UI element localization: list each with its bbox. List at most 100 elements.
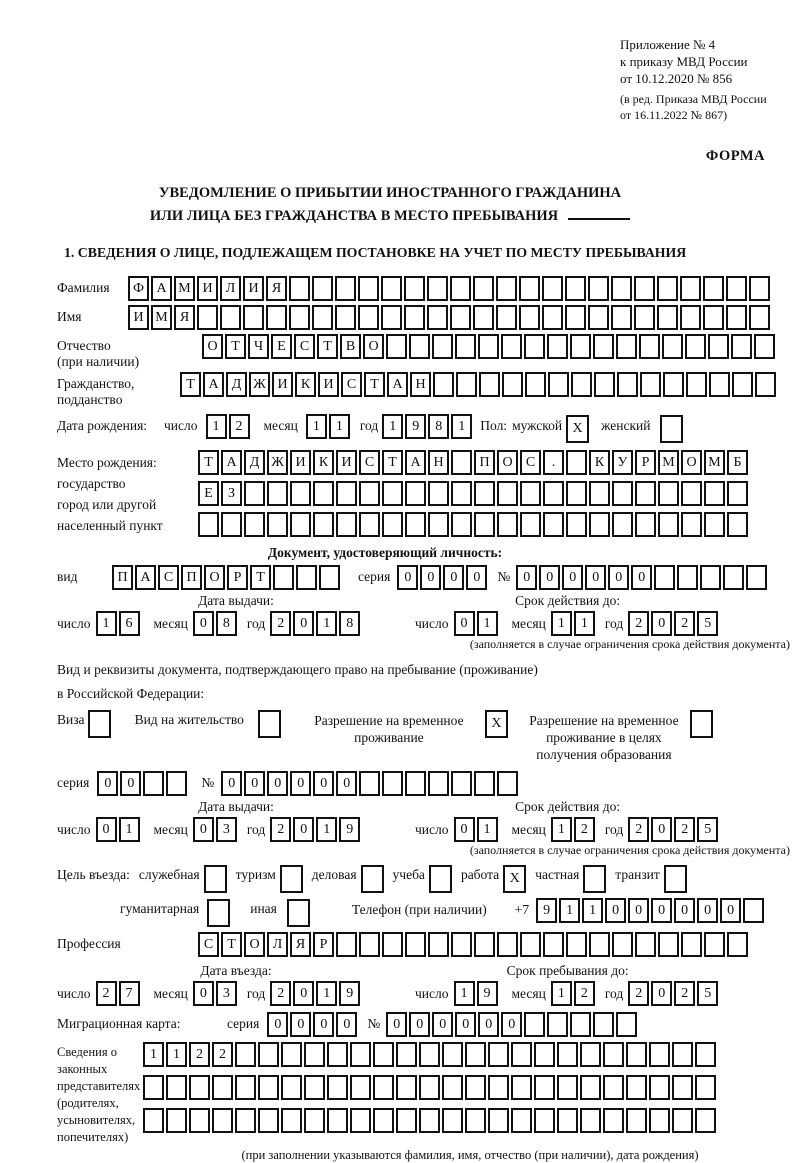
form-cell[interactable] bbox=[281, 1042, 302, 1067]
form-cell[interactable] bbox=[451, 932, 472, 957]
form-cell[interactable] bbox=[220, 305, 241, 330]
form-cell[interactable] bbox=[635, 932, 656, 957]
form-cell[interactable] bbox=[649, 1042, 670, 1067]
form-cell[interactable] bbox=[197, 305, 218, 330]
form-cell[interactable] bbox=[566, 481, 587, 506]
form-cell[interactable]: 0 bbox=[336, 771, 358, 796]
form-cell[interactable]: А bbox=[221, 450, 242, 475]
form-cell[interactable] bbox=[266, 305, 287, 330]
form-cell[interactable]: 0 bbox=[397, 565, 419, 590]
form-cell[interactable]: М bbox=[704, 450, 725, 475]
form-cell[interactable] bbox=[143, 771, 165, 796]
form-cell[interactable] bbox=[603, 1108, 624, 1133]
form-cell[interactable] bbox=[273, 565, 294, 590]
form-cell[interactable] bbox=[672, 1108, 693, 1133]
form-cell[interactable] bbox=[405, 512, 426, 537]
form-cell[interactable] bbox=[580, 1042, 601, 1067]
form-cell[interactable] bbox=[520, 481, 541, 506]
form-cell[interactable]: 0 bbox=[267, 771, 289, 796]
form-cell[interactable] bbox=[350, 1108, 371, 1133]
form-cell[interactable]: И bbox=[128, 305, 149, 330]
form-cell[interactable]: 0 bbox=[95, 817, 117, 842]
form-cell[interactable] bbox=[373, 1075, 394, 1100]
form-cell[interactable] bbox=[350, 1075, 371, 1100]
form-cell[interactable] bbox=[755, 372, 776, 397]
form-cell[interactable] bbox=[359, 512, 380, 537]
form-cell[interactable] bbox=[474, 481, 495, 506]
form-cell[interactable]: 0 bbox=[409, 1012, 431, 1037]
form-cell[interactable] bbox=[496, 305, 517, 330]
form-cell[interactable]: Т bbox=[225, 334, 246, 359]
form-cell[interactable] bbox=[746, 565, 768, 590]
form-cell[interactable] bbox=[594, 372, 615, 397]
form-cell[interactable] bbox=[662, 334, 683, 359]
form-cell[interactable]: 1 bbox=[305, 414, 327, 439]
form-cell[interactable]: С bbox=[359, 450, 380, 475]
form-cell[interactable] bbox=[396, 1108, 417, 1133]
form-cell[interactable]: 1 bbox=[316, 981, 338, 1006]
form-cell[interactable] bbox=[593, 1012, 615, 1037]
form-cell[interactable]: 0 bbox=[605, 898, 627, 923]
form-cell[interactable] bbox=[547, 334, 568, 359]
form-cell[interactable]: 0 bbox=[293, 817, 315, 842]
form-cell[interactable]: Т bbox=[221, 932, 242, 957]
form-cell[interactable] bbox=[709, 372, 730, 397]
form-cell[interactable] bbox=[743, 898, 765, 923]
female-checkbox[interactable] bbox=[660, 415, 684, 443]
form-cell[interactable]: 0 bbox=[466, 565, 488, 590]
form-cell[interactable] bbox=[520, 512, 541, 537]
form-cell[interactable] bbox=[235, 1042, 256, 1067]
form-cell[interactable] bbox=[386, 334, 407, 359]
form-cell[interactable]: 0 bbox=[562, 565, 584, 590]
form-cell[interactable]: 5 bbox=[697, 981, 719, 1006]
form-cell[interactable] bbox=[235, 1075, 256, 1100]
form-cell[interactable] bbox=[727, 512, 748, 537]
form-cell[interactable]: 1 bbox=[316, 611, 338, 636]
form-cell[interactable]: У bbox=[612, 450, 633, 475]
form-cell[interactable] bbox=[358, 276, 379, 301]
form-cell[interactable] bbox=[543, 932, 564, 957]
purpose-transit-checkbox[interactable] bbox=[663, 865, 687, 893]
form-cell[interactable] bbox=[258, 1108, 279, 1133]
form-cell[interactable] bbox=[566, 932, 587, 957]
form-cell[interactable]: О bbox=[363, 334, 384, 359]
male-checkbox[interactable]: X bbox=[566, 415, 590, 443]
form-cell[interactable] bbox=[473, 276, 494, 301]
form-cell[interactable] bbox=[703, 305, 724, 330]
form-cell[interactable]: 9 bbox=[476, 981, 498, 1006]
form-cell[interactable] bbox=[451, 512, 472, 537]
form-cell[interactable] bbox=[566, 512, 587, 537]
form-cell[interactable] bbox=[658, 481, 679, 506]
form-cell[interactable]: И bbox=[243, 276, 264, 301]
form-cell[interactable]: О bbox=[202, 334, 223, 359]
form-cell[interactable]: С bbox=[158, 565, 179, 590]
form-cell[interactable]: 3 bbox=[215, 981, 237, 1006]
form-cell[interactable] bbox=[382, 481, 403, 506]
form-cell[interactable] bbox=[474, 771, 496, 796]
form-cell[interactable]: 2 bbox=[628, 817, 650, 842]
form-cell[interactable] bbox=[497, 512, 518, 537]
form-cell[interactable]: 2 bbox=[674, 981, 696, 1006]
form-cell[interactable]: 0 bbox=[478, 1012, 500, 1037]
form-cell[interactable] bbox=[542, 276, 563, 301]
form-cell[interactable] bbox=[473, 305, 494, 330]
form-cell[interactable] bbox=[428, 512, 449, 537]
form-cell[interactable] bbox=[611, 305, 632, 330]
form-cell[interactable] bbox=[450, 276, 471, 301]
form-cell[interactable] bbox=[465, 1108, 486, 1133]
form-cell[interactable] bbox=[212, 1075, 233, 1100]
form-cell[interactable] bbox=[382, 512, 403, 537]
form-cell[interactable]: Н bbox=[410, 372, 431, 397]
form-cell[interactable]: 2 bbox=[189, 1042, 210, 1067]
temp-residence-checkbox[interactable]: X bbox=[484, 710, 508, 738]
form-cell[interactable]: 0 bbox=[455, 1012, 477, 1037]
form-cell[interactable]: 0 bbox=[501, 1012, 523, 1037]
form-cell[interactable] bbox=[488, 1075, 509, 1100]
form-cell[interactable] bbox=[524, 1012, 546, 1037]
form-cell[interactable] bbox=[547, 1012, 569, 1037]
form-cell[interactable]: 0 bbox=[443, 565, 465, 590]
purpose-business-checkbox[interactable] bbox=[360, 865, 384, 893]
form-cell[interactable] bbox=[695, 1042, 716, 1067]
form-cell[interactable]: Т bbox=[317, 334, 338, 359]
form-cell[interactable] bbox=[327, 1042, 348, 1067]
